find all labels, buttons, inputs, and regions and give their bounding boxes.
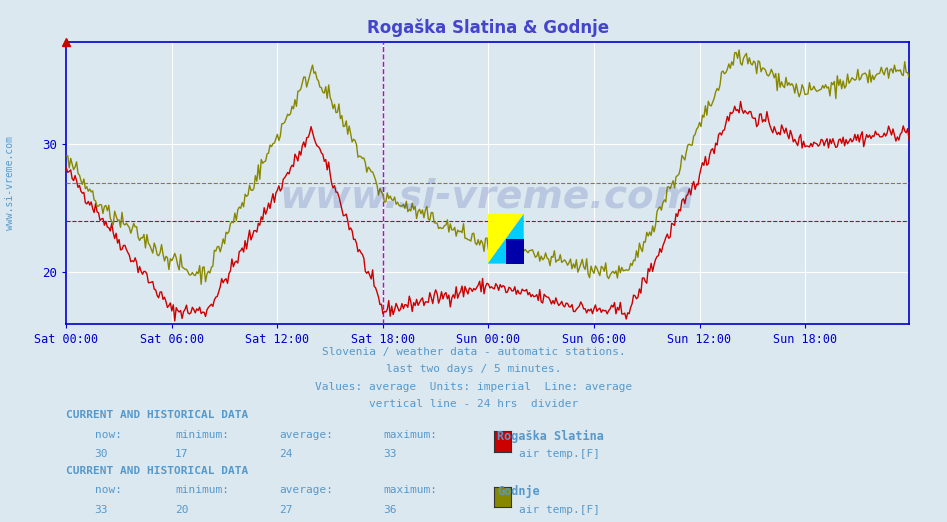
Text: www.si-vreme.com: www.si-vreme.com — [280, 178, 695, 216]
Text: 20: 20 — [175, 505, 188, 515]
Text: last two days / 5 minutes.: last two days / 5 minutes. — [385, 364, 562, 374]
Text: Values: average  Units: imperial  Line: average: Values: average Units: imperial Line: av… — [314, 382, 633, 392]
Text: now:: now: — [95, 485, 122, 495]
Text: now:: now: — [95, 430, 122, 440]
Text: minimum:: minimum: — [175, 485, 229, 495]
Text: air temp.[F]: air temp.[F] — [519, 505, 600, 515]
Text: 27: 27 — [279, 505, 293, 515]
Text: www.si-vreme.com: www.si-vreme.com — [5, 136, 15, 230]
Text: air temp.[F]: air temp.[F] — [519, 449, 600, 459]
Text: minimum:: minimum: — [175, 430, 229, 440]
Title: Rogaška Slatina & Godnje: Rogaška Slatina & Godnje — [366, 19, 609, 38]
Text: 30: 30 — [95, 449, 108, 459]
Text: 24: 24 — [279, 449, 293, 459]
Text: Rogaška Slatina: Rogaška Slatina — [497, 430, 604, 443]
Bar — [506, 239, 524, 264]
Text: maximum:: maximum: — [384, 430, 438, 440]
Text: CURRENT AND HISTORICAL DATA: CURRENT AND HISTORICAL DATA — [66, 466, 248, 476]
Polygon shape — [488, 214, 524, 264]
Text: maximum:: maximum: — [384, 485, 438, 495]
Text: 33: 33 — [95, 505, 108, 515]
Text: vertical line - 24 hrs  divider: vertical line - 24 hrs divider — [369, 399, 578, 409]
Text: 17: 17 — [175, 449, 188, 459]
Text: average:: average: — [279, 430, 333, 440]
Text: Slovenia / weather data - automatic stations.: Slovenia / weather data - automatic stat… — [322, 347, 625, 357]
Text: 33: 33 — [384, 449, 397, 459]
Text: 36: 36 — [384, 505, 397, 515]
Text: CURRENT AND HISTORICAL DATA: CURRENT AND HISTORICAL DATA — [66, 410, 248, 420]
Text: average:: average: — [279, 485, 333, 495]
Polygon shape — [488, 214, 524, 264]
Text: Godnje: Godnje — [497, 485, 540, 499]
